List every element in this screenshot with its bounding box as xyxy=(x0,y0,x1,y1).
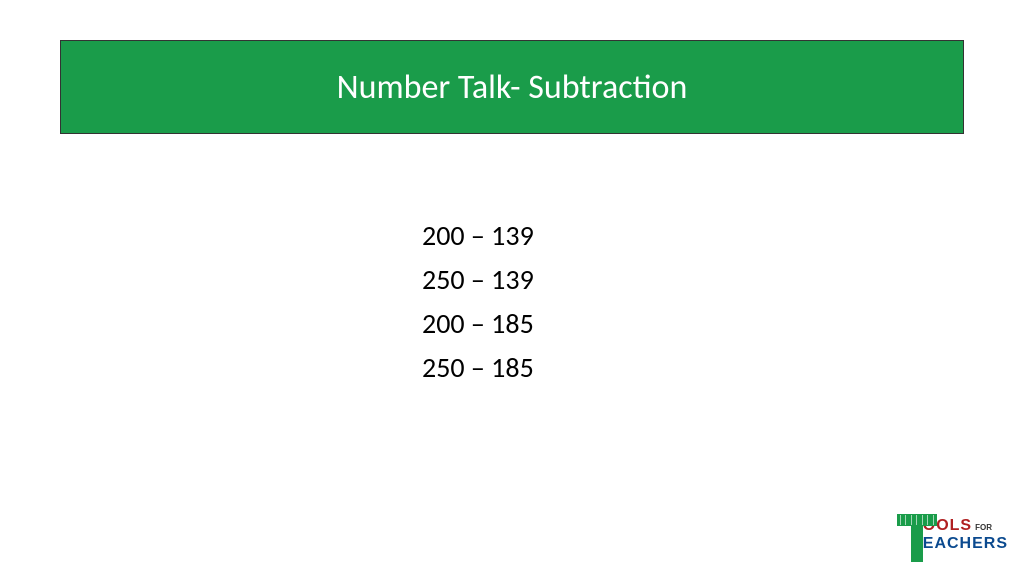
problem-line: 200 – 185 xyxy=(422,302,602,346)
logo-for-text: FOR xyxy=(975,524,992,532)
tools-for-teachers-logo: OOLS FOR EACHERS xyxy=(897,514,1008,562)
problem-line: 200 – 139 xyxy=(422,214,602,258)
slide-title: Number Talk- Subtraction xyxy=(337,67,688,108)
title-banner: Number Talk- Subtraction xyxy=(60,40,964,134)
problem-line: 250 – 185 xyxy=(422,346,602,390)
problem-line: 250 – 139 xyxy=(422,258,602,302)
logo-t-shape xyxy=(897,514,937,562)
problems-container: 200 – 139 250 – 139 200 – 185 250 – 185 xyxy=(0,214,1024,390)
